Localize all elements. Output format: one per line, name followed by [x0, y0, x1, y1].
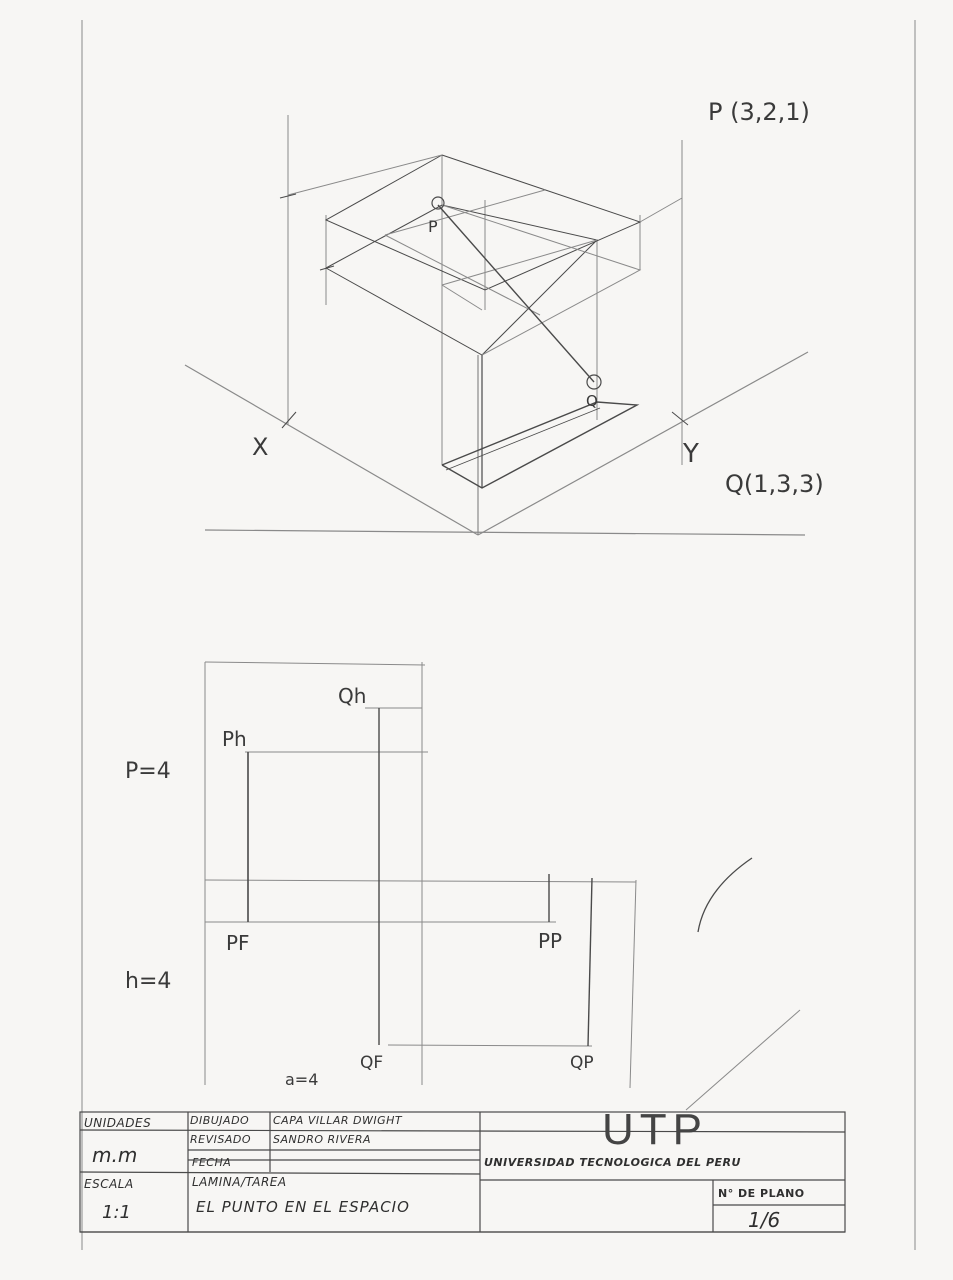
university-name: UNIVERSIDAD TECNOLOGICA DEL PERU	[484, 1156, 741, 1169]
p-marker-label: P	[428, 217, 438, 236]
segment-pq	[437, 204, 595, 383]
lamina-label: LAMINA/TAREA	[192, 1175, 287, 1189]
projection-view: Qh Ph PF PP QF QP P=4 h=4 a=4	[125, 661, 637, 1089]
lamina-value: EL PUNTO EN EL ESPACIO	[196, 1198, 410, 1216]
label-qp: QP	[570, 1053, 594, 1073]
unidades-label: UNIDADES	[84, 1116, 152, 1130]
label-pp: PP	[538, 929, 562, 953]
point-p-coordinates: P (3,2,1)	[708, 98, 810, 126]
title-block-grid	[79, 1111, 846, 1233]
point-p-marker	[431, 196, 445, 210]
stray-stroke	[697, 857, 753, 933]
y-axis-line	[477, 351, 809, 536]
label-ph: Ph	[222, 727, 247, 751]
point-q-coordinates: Q(1,3,3)	[725, 470, 824, 498]
label-h-value: h=4	[125, 969, 171, 994]
point-q-marker	[586, 374, 602, 390]
escala-value: 1:1	[102, 1202, 131, 1223]
label-pf: PF	[226, 931, 250, 955]
plano-label: N° DE PLANO	[718, 1187, 805, 1200]
fecha-label: FECHA	[192, 1156, 232, 1169]
label-a-value: a=4	[285, 1070, 318, 1089]
label-qf: QF	[360, 1053, 383, 1073]
dibujado-label: DIBUJADO	[190, 1114, 250, 1127]
stray-stroke-2	[685, 1009, 801, 1111]
isometric-view: P (3,2,1) Q(1,3,3) P Q X Y	[184, 98, 824, 536]
q-marker-label: Q	[586, 392, 598, 410]
utp-logo: UTP	[602, 1105, 708, 1154]
unidades-value: m.m	[92, 1143, 138, 1167]
label-qh: Qh	[338, 684, 366, 708]
label-p-value: P=4	[125, 759, 171, 784]
x-axis-line	[184, 364, 479, 536]
escala-label: ESCALA	[84, 1177, 134, 1191]
y-axis-label: Y	[682, 439, 699, 469]
x-axis-label: X	[252, 433, 268, 461]
revisado-label: REVISADO	[190, 1133, 251, 1146]
dibujado-value: CAPA VILLAR DWIGHT	[273, 1114, 403, 1127]
plano-value: 1/6	[748, 1208, 781, 1232]
revisado-value: SANDRO RIVERA	[273, 1133, 372, 1146]
ground-line	[204, 529, 806, 536]
